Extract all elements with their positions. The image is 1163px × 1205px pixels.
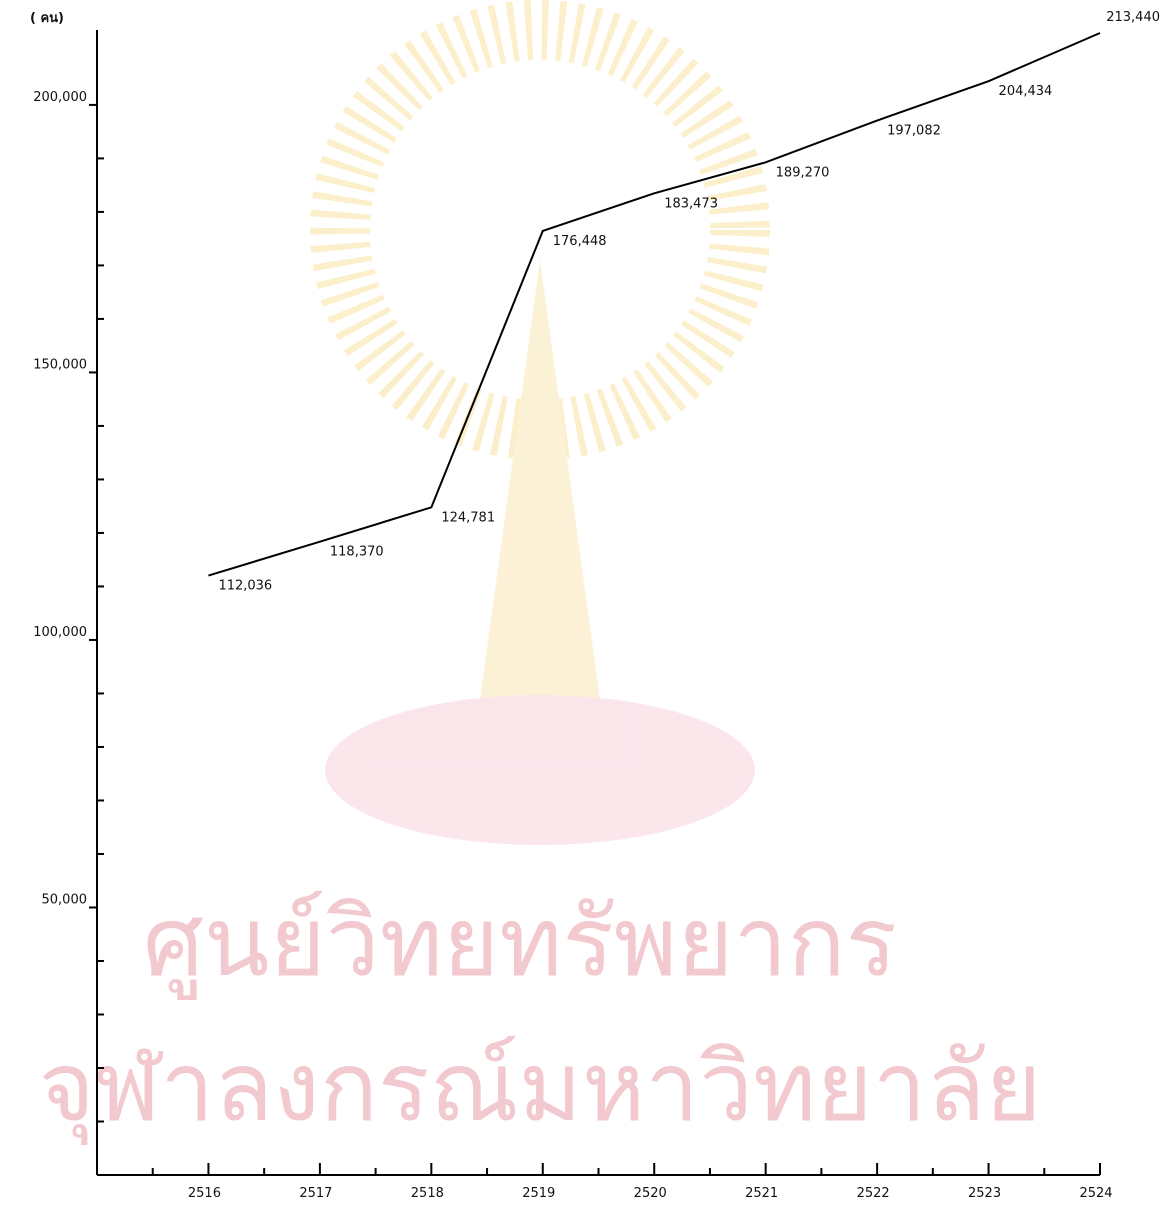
value-label: 213,440: [1106, 10, 1160, 25]
x-tick-label: 2519: [522, 1186, 555, 1201]
x-tick-label: 2521: [745, 1186, 778, 1201]
y-tick-label: 200,000: [33, 90, 87, 105]
x-tick-label: 2517: [299, 1186, 332, 1201]
x-tick-label: 2516: [188, 1186, 221, 1201]
value-label: 124,781: [441, 510, 495, 525]
x-tick-label: 2518: [411, 1186, 444, 1201]
x-tick-label: 2520: [634, 1186, 667, 1201]
y-tick-label: 50,000: [42, 892, 88, 907]
y-tick-label: 100,000: [33, 625, 87, 640]
watermark: จุฬาลงกรณ์มหาวิทยาลัย: [38, 1031, 1041, 1146]
chart: ศูนย์วิทยทรัพยากร จุฬาลงกรณ์มหาวิทยาลัย …: [0, 0, 1163, 1205]
y-tick-label: 150,000: [33, 357, 87, 372]
watermark: ศูนย์วิทยทรัพยากร: [143, 886, 897, 1000]
page: ศูนย์วิทยทรัพยากร จุฬาลงกรณ์มหาวิทยาลัย …: [0, 0, 1163, 1205]
value-label: 189,270: [776, 165, 830, 180]
value-label: 197,082: [887, 124, 941, 139]
data-line: [208, 33, 1100, 576]
value-label: 118,370: [330, 545, 384, 560]
emblem: [325, 30, 755, 845]
x-tick-label: 2522: [857, 1186, 890, 1201]
x-tick-label: 2524: [1079, 1186, 1112, 1201]
value-label: 112,036: [218, 579, 272, 594]
value-label: 204,434: [999, 84, 1053, 99]
y-axis-label: ( คน): [30, 11, 64, 26]
value-label: 176,448: [553, 234, 607, 249]
x-tick-label: 2523: [968, 1186, 1001, 1201]
value-label: 183,473: [664, 196, 718, 211]
